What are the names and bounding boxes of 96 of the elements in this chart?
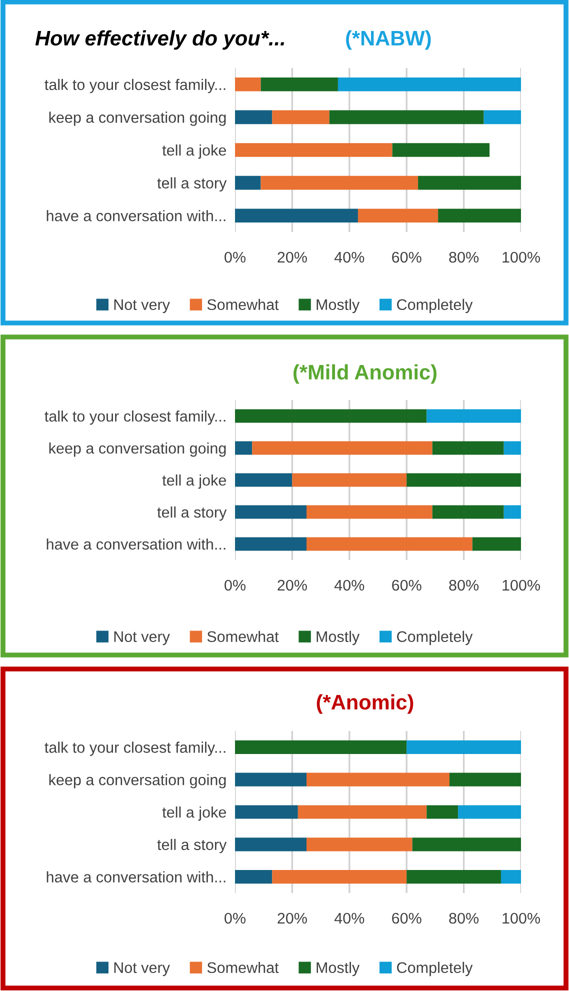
- legend-label: Not very: [114, 631, 170, 646]
- bar: [338, 78, 521, 92]
- y-tick-label: talk to your closest family...: [44, 410, 226, 425]
- x-tick-label: 100%: [502, 912, 540, 924]
- bar: [306, 505, 432, 519]
- x-tick-label: 60%: [392, 912, 422, 924]
- bar: [418, 176, 521, 190]
- bar: [298, 805, 427, 819]
- bar: [392, 143, 490, 157]
- bar: [412, 838, 521, 852]
- bar: [306, 537, 472, 551]
- legend-label: Somewhat: [207, 298, 279, 310]
- bar: [235, 838, 306, 852]
- bar: [450, 772, 521, 786]
- bar: [235, 505, 306, 519]
- bar: [235, 110, 272, 124]
- bar: [329, 110, 484, 124]
- x-tick-label: 20%: [278, 252, 307, 263]
- y-tick-label: tell a story: [157, 506, 227, 521]
- bar: [472, 537, 521, 551]
- bar: [235, 537, 306, 551]
- bar: [406, 740, 521, 754]
- legend-label: Mostly: [316, 630, 360, 646]
- x-tick-label: 60%: [392, 580, 422, 591]
- bar: [235, 870, 272, 884]
- bar: [426, 805, 458, 819]
- chart-title: (*Anomic): [316, 694, 414, 714]
- bar: [500, 870, 521, 884]
- legend-label: Somewhat: [207, 962, 279, 974]
- x-tick-label: 60%: [392, 252, 422, 263]
- legend-label: Not very: [114, 962, 170, 976]
- bar: [292, 473, 407, 487]
- bar: [306, 838, 412, 852]
- bar: [235, 441, 252, 455]
- y-tick-label: keep a conversation going: [49, 112, 226, 126]
- bar: [235, 805, 298, 819]
- bar: [406, 473, 521, 487]
- x-tick-label: 40%: [334, 912, 364, 924]
- y-tick-label: tell a joke: [162, 806, 226, 821]
- bar: [260, 176, 418, 190]
- bar: [358, 208, 438, 222]
- legend-label: Completely: [397, 630, 473, 646]
- x-tick-label: 80%: [449, 252, 479, 263]
- chart-subtitle: (*NABW): [346, 30, 431, 50]
- legend-label: Mostly: [316, 298, 360, 314]
- bar: [406, 870, 501, 884]
- y-tick-label: tell a story: [157, 838, 227, 854]
- bar: [432, 505, 504, 519]
- bar: [504, 505, 521, 519]
- bar: [235, 208, 358, 222]
- bar: [235, 473, 292, 487]
- bar: [235, 176, 261, 190]
- bar: [235, 740, 407, 754]
- bar: [235, 409, 427, 423]
- y-tick-label: have a conversation with...: [46, 871, 226, 882]
- bar: [426, 409, 521, 423]
- x-tick-label: 100%: [502, 580, 540, 591]
- y-tick-label: tell a joke: [162, 474, 226, 489]
- x-tick-label: 40%: [334, 252, 364, 263]
- legend-label: Mostly: [316, 962, 360, 976]
- y-tick-label: talk to your closest family...: [44, 742, 226, 756]
- x-tick-label: 0%: [224, 252, 246, 263]
- x-tick-label: 100%: [502, 252, 540, 263]
- bar: [272, 110, 330, 124]
- y-tick-label: keep a conversation going: [49, 442, 226, 457]
- bar: [306, 772, 450, 786]
- x-tick-label: 0%: [224, 912, 246, 924]
- legend-label: Somewhat: [207, 630, 279, 642]
- x-tick-label: 0%: [224, 580, 246, 591]
- x-tick-label: 20%: [278, 912, 307, 924]
- bar: [484, 110, 521, 124]
- x-tick-label: 20%: [278, 580, 307, 591]
- y-tick-label: tell a story: [157, 177, 227, 192]
- bar: [458, 805, 521, 819]
- bar: [252, 441, 432, 455]
- legend-label: Completely: [397, 962, 473, 976]
- bar: [235, 143, 392, 157]
- y-tick-label: keep a conversation going: [49, 774, 226, 788]
- bar: [260, 78, 338, 92]
- y-tick-label: talk to your closest family...: [44, 78, 226, 94]
- bar: [504, 441, 521, 455]
- x-tick-label: 80%: [449, 912, 479, 924]
- x-tick-label: 40%: [334, 580, 364, 591]
- y-tick-label: have a conversation with...: [46, 210, 226, 222]
- legend-label: Completely: [397, 298, 473, 314]
- bar: [438, 208, 521, 222]
- bar: [432, 441, 504, 455]
- y-tick-label: have a conversation with...: [46, 538, 226, 550]
- legend-label: Not very: [114, 299, 170, 314]
- y-tick-label: tell a joke: [162, 144, 226, 159]
- bar: [272, 870, 407, 884]
- bar: [235, 78, 261, 92]
- chart-title: (*Mild Anomic): [294, 364, 436, 384]
- x-tick-label: 80%: [449, 580, 479, 591]
- bar: [235, 772, 306, 786]
- chart-title: How effectively do you*...: [35, 30, 284, 50]
